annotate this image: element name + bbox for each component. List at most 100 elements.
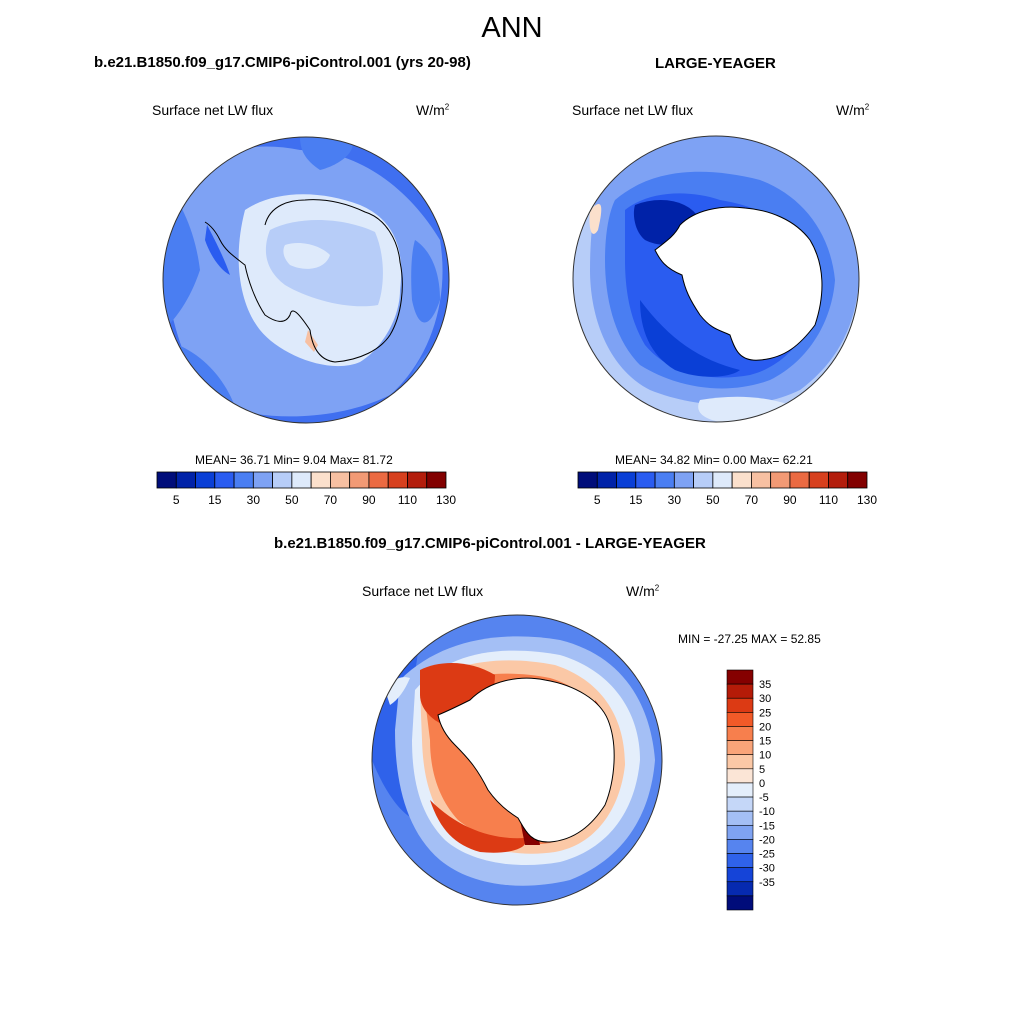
panel3-variable-label: Surface net LW flux <box>362 583 484 599</box>
panel2-units: W/m2 <box>836 102 870 118</box>
colorbar-1-swatch <box>329 471 351 489</box>
colorbar-2-swatch <box>828 471 849 489</box>
colorbar-3-swatch <box>726 782 754 798</box>
colorbar-2-swatch <box>731 471 752 489</box>
colorbar-1-swatch <box>252 471 273 489</box>
colorbar-1-tick-label: 90 <box>362 493 376 507</box>
colorbar-2-tick-label: 50 <box>706 493 720 507</box>
colorbar-2-swatch <box>577 471 598 489</box>
colorbar-2-swatch <box>635 471 656 489</box>
colorbar-3-tick-label: 5 <box>759 764 765 776</box>
panel3-header: b.e21.B1850.f09_g17.CMIP6-piControl.001 … <box>274 535 706 552</box>
map-panel-3 <box>372 615 662 905</box>
colorbar-3-tick-label: 20 <box>759 721 771 733</box>
map-panel-2-border <box>572 135 860 423</box>
colorbar-3-swatch <box>726 669 754 685</box>
colorbar-1-tick-label: 30 <box>247 493 261 507</box>
colorbar-3-swatch <box>726 796 754 812</box>
colorbar-panel-2: 5 15 30 50 70 90 110 130 <box>577 471 877 507</box>
panel1-variable-label: Surface net LW flux <box>152 102 274 118</box>
colorbar-1-swatch <box>310 471 331 489</box>
colorbar-3-tick-label: 0 <box>759 778 765 790</box>
colorbar-3-swatch <box>726 712 754 727</box>
colorbar-1-swatch <box>426 471 447 489</box>
colorbar-3-swatch <box>726 768 754 784</box>
colorbar-1-swatch <box>272 471 293 489</box>
map-panel-2-coast <box>654 206 823 361</box>
colorbar-3-tick-label: 35 <box>759 679 771 691</box>
map-panel-3-coast <box>437 677 615 843</box>
colorbar-1-tick-label: 70 <box>324 493 338 507</box>
panel2-variable-label: Surface net LW flux <box>572 102 694 118</box>
colorbar-2-tick-label: 110 <box>819 493 838 507</box>
colorbar-3-swatch <box>726 810 754 826</box>
colorbar-panel-3: 35 30 25 20 15 10 5 0 -5 -10 -15 -20 -25 -30 -35 <box>726 669 775 911</box>
colorbar-3-tick-label: -20 <box>759 834 775 846</box>
colorbar-2-swatch <box>673 471 694 489</box>
colorbar-1-swatch <box>156 471 177 489</box>
colorbar-2-tick-label: 30 <box>668 493 682 507</box>
colorbar-2-swatch <box>712 471 733 489</box>
map-panel-1-border <box>162 136 450 424</box>
colorbar-3-tick-label: 15 <box>759 736 771 748</box>
colorbar-1-swatch <box>195 471 216 489</box>
colorbar-2-swatch <box>693 471 714 489</box>
colorbar-panel-1: 5 15 30 50 70 90 110 130 <box>156 471 456 507</box>
colorbar-3-tick-label: -30 <box>759 863 775 875</box>
colorbar-3-tick-label: -10 <box>759 806 775 818</box>
figure-title: ANN <box>481 12 543 44</box>
colorbar-1-swatch <box>407 471 428 489</box>
map-panel-1 <box>163 137 449 423</box>
panel1-units: W/m2 <box>416 102 450 118</box>
colorbar-3-tick-label: -5 <box>759 792 769 804</box>
colorbar-3-tick-label: 30 <box>759 693 771 705</box>
panel1-header: b.e21.B1850.f09_g17.CMIP6-piControl.001 … <box>94 54 471 71</box>
colorbar-2-swatch <box>808 471 829 489</box>
panel3-units: W/m2 <box>626 583 660 599</box>
colorbar-3-tick-label: -35 <box>759 877 775 889</box>
colorbar-3-tick-label: -25 <box>759 849 775 861</box>
colorbar-2-swatch <box>789 471 810 489</box>
colorbar-2-swatch <box>654 471 675 489</box>
colorbar-1-swatch <box>291 471 312 489</box>
colorbar-3-swatch <box>726 726 754 741</box>
colorbar-3-swatch <box>726 867 754 883</box>
colorbar-2-tick-label: 70 <box>745 493 759 507</box>
colorbar-1-tick-label: 5 <box>173 493 180 507</box>
map-panel-3-border <box>371 614 663 906</box>
colorbar-1-swatch <box>175 471 196 489</box>
map-panel-1-coast <box>204 199 403 363</box>
colorbar-3-swatch <box>726 824 754 840</box>
colorbar-1-swatch <box>349 471 370 489</box>
panel1-stats: MEAN= 36.71 Min= 9.04 Max= 81.72 <box>195 453 393 467</box>
colorbar-3-tick-label: 25 <box>759 707 771 719</box>
colorbar-3-swatch <box>726 839 754 854</box>
colorbar-1-swatch <box>233 471 254 489</box>
colorbar-2-swatch <box>847 471 868 489</box>
colorbar-2-swatch <box>770 471 791 489</box>
colorbar-2-swatch <box>751 471 772 489</box>
colorbar-3-tick-label: 10 <box>759 750 771 762</box>
colorbar-3-swatch <box>726 895 754 911</box>
colorbar-2-swatch <box>616 471 637 489</box>
colorbar-1-tick-label: 110 <box>398 493 417 507</box>
panel2-stats: MEAN= 34.82 Min= 0.00 Max= 62.21 <box>615 453 813 467</box>
colorbar-2-tick-label: 15 <box>629 493 643 507</box>
colorbar-1-tick-label: 130 <box>436 493 456 507</box>
colorbar-3-swatch <box>726 697 754 713</box>
colorbar-1-tick-label: 15 <box>208 493 222 507</box>
colorbar-3-swatch <box>726 853 754 868</box>
colorbar-3-tick-label: -15 <box>759 820 775 832</box>
colorbar-2-tick-label: 130 <box>857 493 877 507</box>
colorbar-3-swatch <box>726 740 754 756</box>
colorbar-1-tick-label: 50 <box>285 493 299 507</box>
panel2-header: LARGE-YEAGER <box>655 55 776 72</box>
colorbar-1-swatch <box>214 471 235 489</box>
colorbar-2-tick-label: 90 <box>783 493 797 507</box>
colorbar-1-swatch <box>387 471 408 489</box>
colorbar-3-swatch <box>726 683 754 699</box>
panel3-stats: MIN = -27.25 MAX = 52.85 <box>678 632 821 646</box>
map-panel-2 <box>573 136 859 422</box>
colorbar-3-swatch <box>726 881 754 897</box>
